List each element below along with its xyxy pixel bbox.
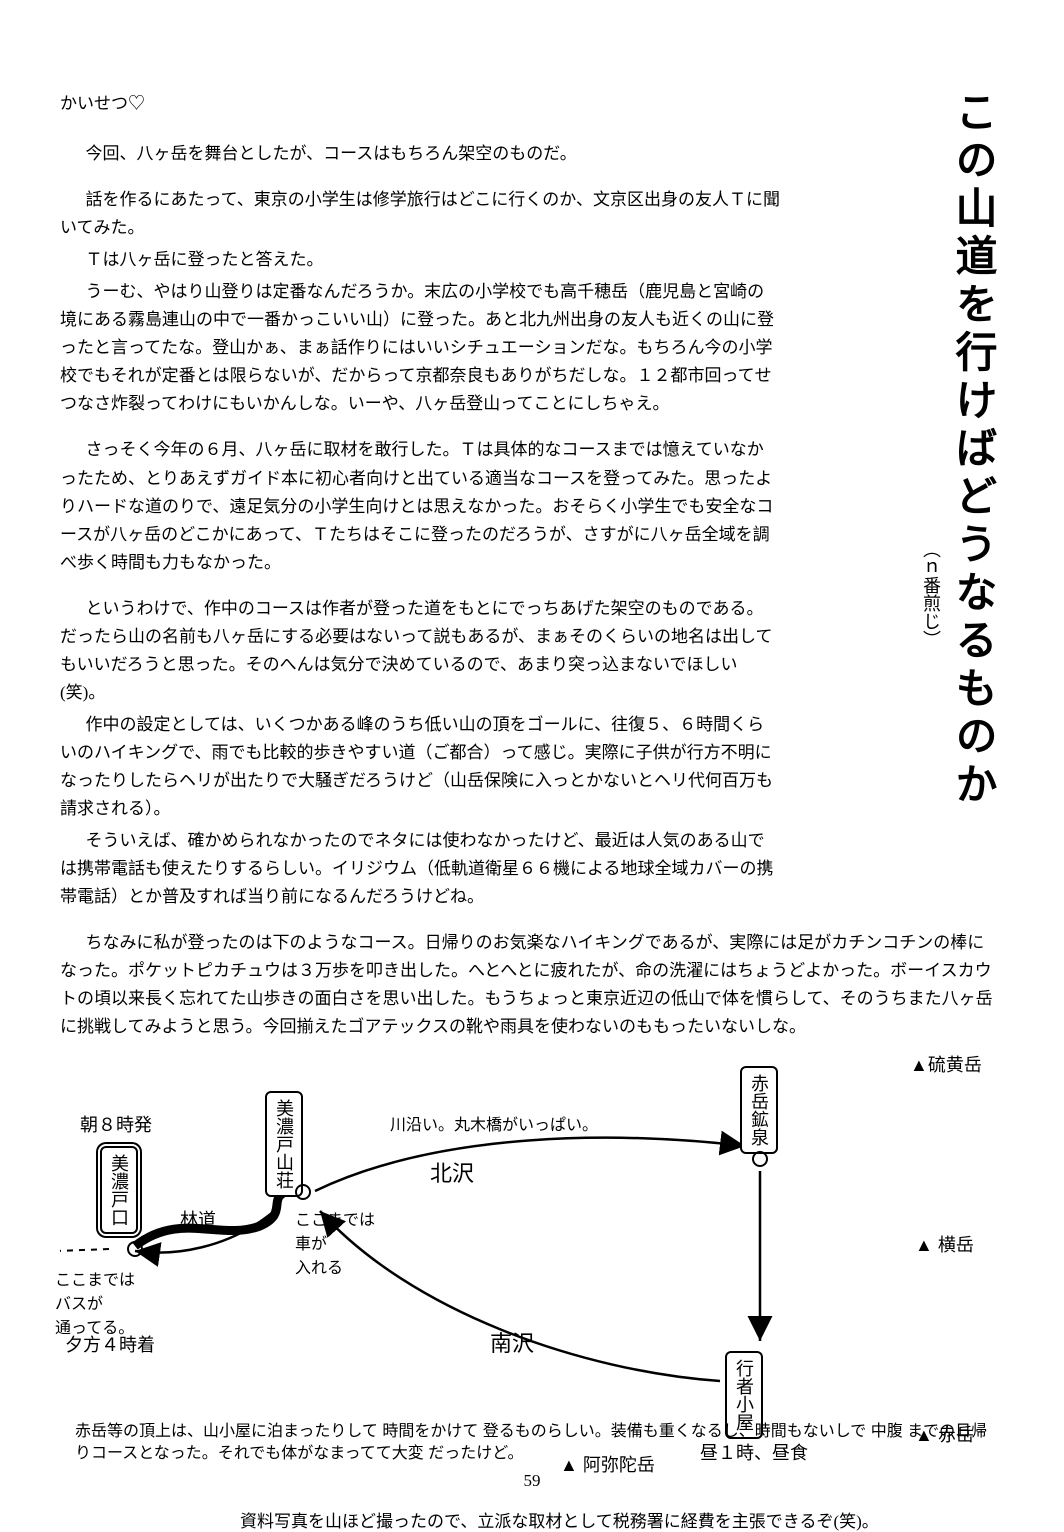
vertical-subtitle: （ｎ番煎じ）	[918, 540, 944, 648]
main-text-block: かいせつ♡ 今回、八ヶ岳を舞台としたが、コースはもちろん架空のものだ。 話を作る…	[60, 90, 780, 911]
map-label-kawazoi: 川沿い。丸木橋がいっぱい。	[390, 1111, 598, 1135]
wide-text-block: ちなみに私が登ったのは下のようなコース。日帰りのお気楽なハイキングであるが、実際…	[60, 929, 1000, 1041]
map-label-minamizawa: 南沢	[490, 1326, 534, 1358]
paragraph: Ｔは八ヶ岳に登ったと答えた。	[60, 246, 780, 274]
map-label-car: ここまでは 車が 入れる	[295, 1206, 375, 1278]
paragraph: 作中の設定としては、いくつかある峰のうち低い山の頂をゴールに、往復５、６時間くら…	[60, 711, 780, 823]
paragraph: そういえば、確かめられなかったのでネタには使わなかったけど、最近は人気のある山で…	[60, 827, 780, 911]
paragraph: うーむ、やはり山登りは定番なんだろうか。末広の小学校でも高千穂岳（鹿児島と宮崎の…	[60, 278, 780, 418]
map-label-kitazawa: 北沢	[430, 1156, 474, 1188]
paragraph: 今回、八ヶ岳を舞台としたが、コースはもちろん架空のものだ。	[60, 140, 780, 168]
page-number: 59	[524, 1471, 541, 1491]
map-mountain-iou: ▲硫黄岳	[910, 1051, 982, 1077]
paragraph: というわけで、作中のコースは作者が登った道をもとにでっちあげた架空のものである。…	[60, 595, 780, 707]
footer-text: 資料写真を山ほど撮ったので、立派な取材として税務署に経費を主張できるぞ(笑)。	[240, 1507, 1004, 1532]
map-box-minado-sanso: 美濃戸山荘	[265, 1091, 303, 1197]
map-box-akadake-kosen: 赤岳鉱泉	[740, 1066, 778, 1154]
map-label-bus: ここまでは バスが 通ってる。	[55, 1266, 135, 1338]
paragraph: さっそく今年の６月、八ヶ岳に取材を敢行した。Ｔは具体的なコースまでは憶えていなか…	[60, 436, 780, 576]
map-diagram: 朝８時発 夕方４時着 美濃戸口 美濃戸山荘 赤岳鉱泉 行者小屋 林道 ここまでは…	[60, 1051, 1000, 1501]
paragraph: 話を作るにあたって、東京の小学生は修学旅行はどこに行くのか、文京区出身の友人Ｔに…	[60, 186, 780, 242]
map-box-minado-guchi: 美濃戸口	[100, 1146, 138, 1234]
map-mountain-yoko: ▲ 横岳	[915, 1231, 974, 1257]
paragraph: ちなみに私が登ったのは下のようなコース。日帰りのお気楽なハイキングであるが、実際…	[60, 929, 1000, 1041]
vertical-title: この山道を行けばどうなるものか	[943, 90, 1004, 810]
section-heading: かいせつ♡	[60, 90, 780, 118]
map-time-start: 朝８時発	[80, 1111, 152, 1137]
map-label-rindo: 林道	[180, 1206, 216, 1232]
map-hand-note: 赤岳等の頂上は、山小屋に泊まったりして 時間をかけて 登るものらしい。装備も重く…	[75, 1421, 1000, 1464]
